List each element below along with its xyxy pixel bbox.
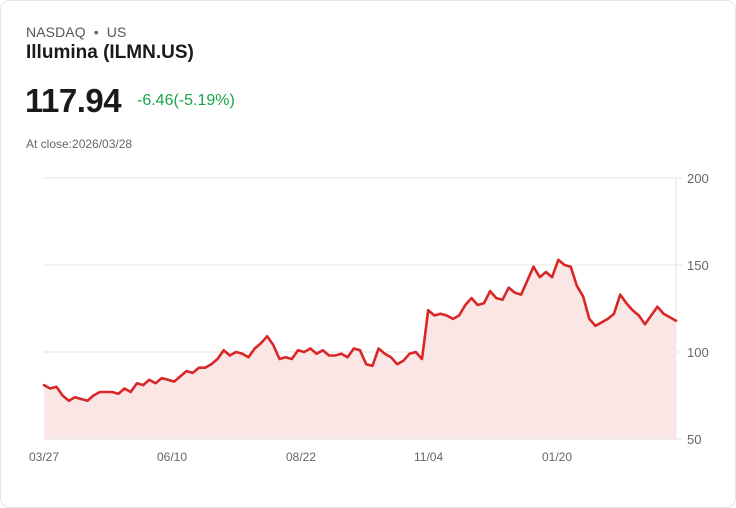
y-tick-label: 100: [687, 345, 709, 360]
at-close-date: At close:2026/03/28: [26, 137, 133, 151]
y-axis-labels: 200 150 100 50: [687, 171, 709, 447]
exchange-label: NASDAQ: [26, 24, 86, 40]
exchange-line: NASDAQ • US: [26, 24, 126, 40]
x-axis-labels: 03/27 06/10 08/22 11/04 01/20: [29, 450, 572, 464]
separator-dot: •: [93, 24, 99, 40]
x-tick-label: 01/20: [542, 450, 572, 464]
y-tick-label: 50: [687, 432, 701, 447]
stock-price: 117.94: [25, 82, 122, 119]
price-line: [42, 258, 678, 402]
x-tick-label: 11/04: [414, 450, 443, 464]
price-change: -6.46(-5.19%): [137, 92, 235, 109]
y-tick-label: 150: [687, 258, 709, 273]
price-area-fill: [44, 259, 676, 439]
price-chart[interactable]: 200 150 100 50 03/27 06/10 08/22 11/04 0…: [1, 161, 736, 471]
x-tick-label: 08/22: [286, 450, 316, 464]
y-tick-label: 200: [687, 171, 709, 186]
x-tick-label: 06/10: [157, 450, 187, 464]
region-label: US: [106, 24, 127, 40]
x-tick-label: 03/27: [29, 450, 59, 464]
stock-name: Illumina (ILMN.US): [26, 42, 194, 63]
